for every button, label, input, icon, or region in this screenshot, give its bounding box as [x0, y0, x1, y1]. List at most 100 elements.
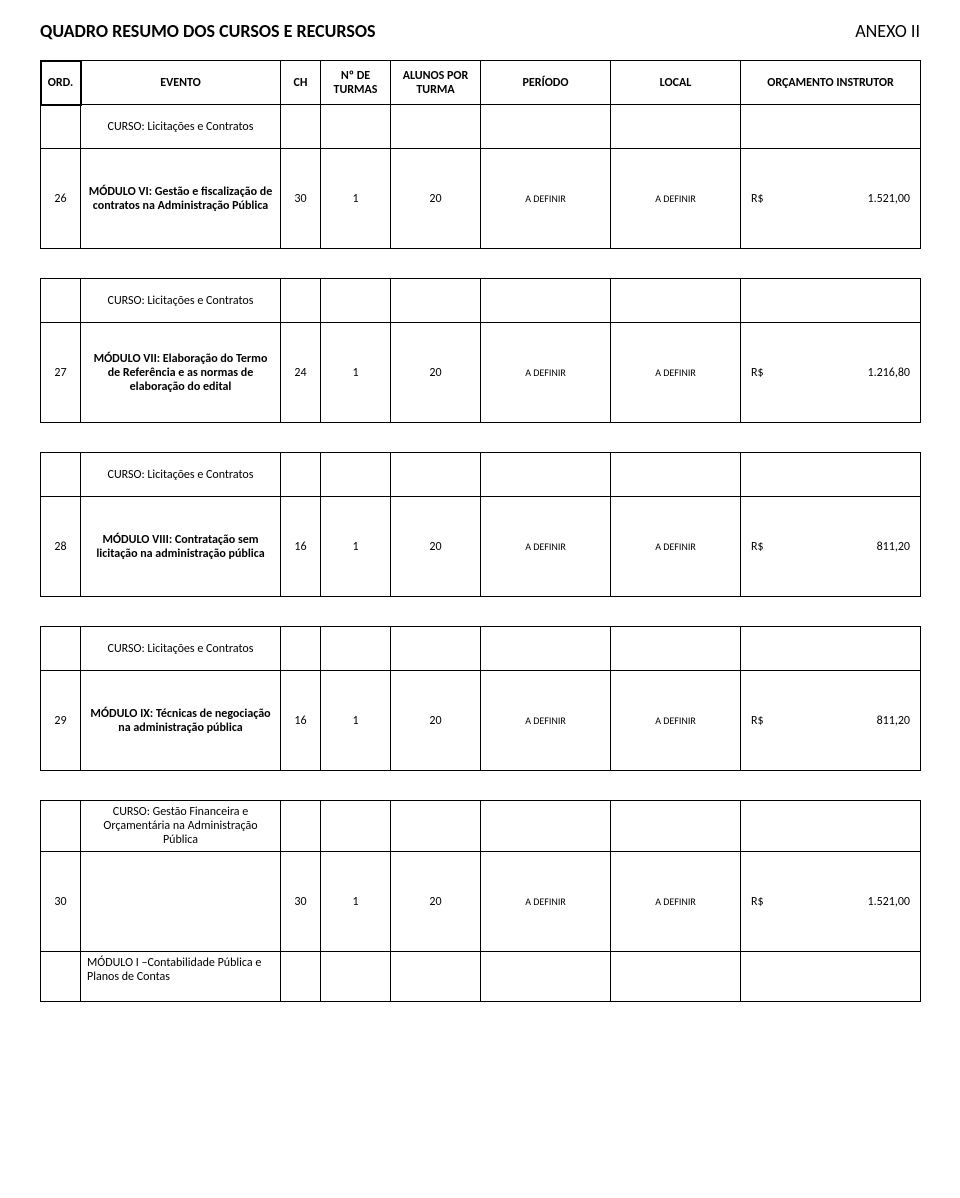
periodo-cell: A DEFINIR — [481, 852, 611, 952]
ord-cell: 30 — [41, 852, 81, 952]
curso-label: CURSO: Licitações e Contratos — [81, 105, 281, 149]
empty-cell — [321, 453, 391, 497]
periodo-cell: A DEFINIR — [481, 323, 611, 423]
empty-cell — [391, 105, 481, 149]
ord-cell: 29 — [41, 671, 81, 771]
local-cell: A DEFINIR — [611, 497, 741, 597]
ch-cell: 16 — [281, 671, 321, 771]
evento-cell: MÓDULO VIII: Contratação sem licitação n… — [81, 497, 281, 597]
empty-cell — [41, 105, 81, 149]
empty-cell — [611, 952, 741, 1002]
empty-cell — [321, 952, 391, 1002]
local-cell: A DEFINIR — [611, 671, 741, 771]
orcamento-cell: R$ 1.216,80 — [741, 323, 921, 423]
currency-label: R$ — [751, 192, 764, 206]
ord-cell: 28 — [41, 497, 81, 597]
empty-cell — [611, 279, 741, 323]
col-ord: ORD. — [41, 61, 81, 105]
empty-cell — [281, 801, 321, 852]
col-orcamento: ORÇAMENTO INSTRUTOR — [741, 61, 921, 105]
orcamento-value: 811,20 — [877, 540, 910, 554]
evento-cell — [81, 852, 281, 952]
empty-cell — [481, 952, 611, 1002]
ch-cell: 24 — [281, 323, 321, 423]
empty-cell — [391, 279, 481, 323]
empty-cell — [611, 453, 741, 497]
turmas-cell: 1 — [321, 497, 391, 597]
gap-cell — [41, 423, 921, 453]
empty-cell — [481, 453, 611, 497]
col-evento: EVENTO — [81, 61, 281, 105]
alunos-cell: 20 — [391, 149, 481, 249]
ch-cell: 16 — [281, 497, 321, 597]
currency-label: R$ — [751, 895, 764, 909]
empty-cell — [281, 279, 321, 323]
courses-table: ORD. EVENTO CH Nº DE TURMAS ALUNOS POR T… — [40, 60, 921, 1002]
empty-cell — [391, 627, 481, 671]
curso-label: CURSO: Licitações e Contratos — [81, 453, 281, 497]
empty-cell — [481, 279, 611, 323]
evento-below-row: MÓDULO I –Contabilidade Pública e Planos… — [41, 952, 921, 1002]
empty-cell — [321, 279, 391, 323]
gap-cell — [41, 771, 921, 801]
turmas-cell: 1 — [321, 149, 391, 249]
empty-cell — [741, 279, 921, 323]
empty-cell — [481, 627, 611, 671]
ord-cell: 27 — [41, 323, 81, 423]
anexo-label: ANEXO II — [855, 20, 920, 42]
ch-cell: 30 — [281, 852, 321, 952]
currency-label: R$ — [751, 366, 764, 380]
table-header-row: ORD. EVENTO CH Nº DE TURMAS ALUNOS POR T… — [41, 61, 921, 105]
orcamento-cell: R$ 1.521,00 — [741, 149, 921, 249]
empty-cell — [741, 952, 921, 1002]
table-row: 28MÓDULO VIII: Contratação sem licitação… — [41, 497, 921, 597]
local-cell: A DEFINIR — [611, 323, 741, 423]
orcamento-value: 811,20 — [877, 714, 910, 728]
orcamento-value: 1.521,00 — [867, 192, 910, 206]
gap-row — [41, 423, 921, 453]
empty-cell — [281, 453, 321, 497]
empty-cell — [321, 105, 391, 149]
empty-cell — [391, 453, 481, 497]
local-cell: A DEFINIR — [611, 852, 741, 952]
empty-cell — [481, 105, 611, 149]
evento-below-cell: MÓDULO I –Contabilidade Pública e Planos… — [81, 952, 281, 1002]
evento-cell: MÓDULO VII: Elaboração do Termo de Refer… — [81, 323, 281, 423]
currency-label: R$ — [751, 540, 764, 554]
alunos-cell: 20 — [391, 497, 481, 597]
orcamento-value: 1.216,80 — [867, 366, 910, 380]
alunos-cell: 20 — [391, 323, 481, 423]
orcamento-cell: R$811,20 — [741, 671, 921, 771]
empty-cell — [281, 627, 321, 671]
page-title: QUADRO RESUMO DOS CURSOS E RECURSOS — [40, 20, 376, 42]
empty-cell — [281, 952, 321, 1002]
curso-label: CURSO: Gestão Financeira e Orçamentária … — [81, 801, 281, 852]
col-periodo: PERÍODO — [481, 61, 611, 105]
empty-cell — [481, 801, 611, 852]
table-row: 27MÓDULO VII: Elaboração do Termo de Ref… — [41, 323, 921, 423]
empty-cell — [741, 627, 921, 671]
table-row: 3030120A DEFINIRA DEFINIRR$1.521,00 — [41, 852, 921, 952]
orcamento-cell: R$ 811,20 — [741, 497, 921, 597]
empty-cell — [611, 105, 741, 149]
empty-cell — [741, 105, 921, 149]
empty-cell — [41, 627, 81, 671]
local-cell: A DEFINIR — [611, 149, 741, 249]
gap-cell — [41, 597, 921, 627]
empty-cell — [611, 801, 741, 852]
col-turmas: Nº DE TURMAS — [321, 61, 391, 105]
empty-cell — [41, 801, 81, 852]
curso-row: CURSO: Licitações e Contratos — [41, 279, 921, 323]
col-ch: CH — [281, 61, 321, 105]
alunos-cell: 20 — [391, 852, 481, 952]
empty-cell — [611, 627, 741, 671]
col-alunos: ALUNOS POR TURMA — [391, 61, 481, 105]
orcamento-cell: R$1.521,00 — [741, 852, 921, 952]
col-local: LOCAL — [611, 61, 741, 105]
empty-cell — [41, 952, 81, 1002]
curso-label: CURSO: Licitações e Contratos — [81, 279, 281, 323]
table-row: 29MÓDULO IX: Técnicas de negociação na a… — [41, 671, 921, 771]
periodo-cell: A DEFINIR — [481, 149, 611, 249]
turmas-cell: 1 — [321, 323, 391, 423]
gap-row — [41, 771, 921, 801]
